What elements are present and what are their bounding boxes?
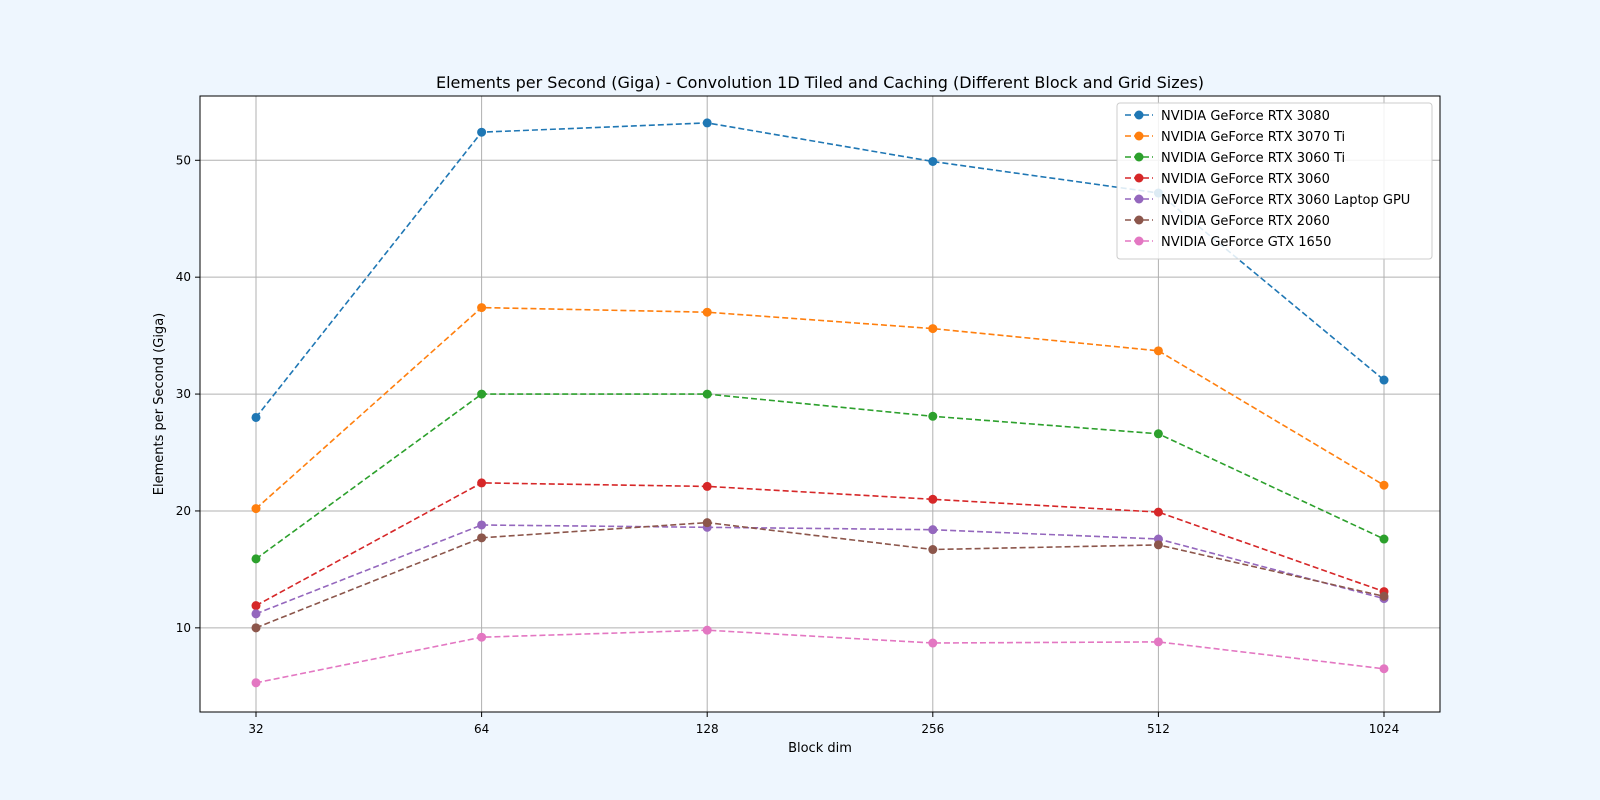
- series-line: [255, 482, 1385, 607]
- data-point: [477, 389, 487, 399]
- legend-label: NVIDIA GeForce RTX 3060: [1161, 172, 1330, 187]
- legend-marker: [1134, 215, 1144, 225]
- data-point: [1379, 664, 1389, 674]
- data-point: [928, 156, 938, 166]
- series-line: [255, 629, 1385, 684]
- data-point: [1153, 429, 1163, 439]
- series-group: [251, 389, 1389, 564]
- x-tick-label: 128: [696, 722, 719, 736]
- y-tick-label: 30: [176, 387, 191, 401]
- data-point: [928, 525, 938, 535]
- y-axis-label: Elements per Second (Giga): [152, 313, 167, 495]
- data-point: [1379, 591, 1389, 601]
- legend-marker: [1134, 131, 1144, 141]
- series-line: [255, 521, 1385, 629]
- legend-item: NVIDIA GeForce GTX 1650: [1125, 235, 1331, 250]
- data-point: [702, 307, 712, 317]
- data-point: [251, 504, 261, 514]
- series-line: [255, 393, 1385, 560]
- series-group: [251, 303, 1389, 514]
- data-point: [928, 494, 938, 504]
- legend-marker: [1134, 173, 1144, 183]
- series-line: [255, 306, 1385, 510]
- chart-title: Elements per Second (Giga) - Convolution…: [436, 73, 1204, 92]
- data-point: [1153, 540, 1163, 550]
- data-point: [928, 638, 938, 648]
- data-point: [1379, 375, 1389, 385]
- data-point: [251, 678, 261, 688]
- data-point: [477, 533, 487, 543]
- data-point: [702, 518, 712, 528]
- legend-item: NVIDIA GeForce RTX 2060: [1125, 214, 1330, 229]
- legend-marker: [1134, 236, 1144, 246]
- series-group: [251, 518, 1389, 633]
- y-tick-label: 10: [176, 621, 191, 635]
- legend-item: NVIDIA GeForce RTX 3060: [1125, 172, 1330, 187]
- legend-box: [1116, 102, 1433, 260]
- data-point: [928, 324, 938, 334]
- data-point: [1379, 534, 1389, 544]
- data-point: [1153, 346, 1163, 356]
- x-tick-label: 256: [921, 722, 944, 736]
- data-point: [251, 609, 261, 619]
- legend-label: NVIDIA GeForce RTX 2060: [1161, 214, 1330, 229]
- data-point: [928, 545, 938, 555]
- legend-marker: [1134, 152, 1144, 162]
- series-group: [251, 625, 1389, 688]
- y-tick-label: 50: [176, 153, 191, 167]
- legend-item: NVIDIA GeForce RTX 3070 Ti: [1125, 130, 1345, 145]
- data-point: [251, 554, 261, 564]
- data-point: [251, 623, 261, 633]
- x-tick-label: 32: [248, 722, 263, 736]
- legend-label: NVIDIA GeForce GTX 1650: [1161, 235, 1331, 250]
- data-point: [702, 389, 712, 399]
- x-tick-label: 64: [474, 722, 489, 736]
- data-point: [702, 481, 712, 491]
- data-point: [928, 411, 938, 421]
- legend-item: NVIDIA GeForce RTX 3060 Ti: [1125, 151, 1345, 166]
- legend-marker: [1134, 194, 1144, 204]
- data-point: [251, 412, 261, 422]
- legend-item: NVIDIA GeForce RTX 3060 Laptop GPU: [1125, 193, 1410, 208]
- data-point: [1153, 507, 1163, 517]
- y-axis-ticks: 10 20 30 40 50: [176, 153, 200, 635]
- x-tick-label: 1024: [1369, 722, 1400, 736]
- x-axis-label: Block dim: [788, 741, 852, 756]
- legend-marker: [1134, 110, 1144, 120]
- plot-frame: [199, 95, 1441, 713]
- legend-label: NVIDIA GeForce RTX 3070 Ti: [1161, 130, 1345, 145]
- data-point: [702, 118, 712, 128]
- legend-item: NVIDIA GeForce RTX 3080: [1125, 109, 1330, 124]
- data-point: [702, 625, 712, 635]
- legend-label: NVIDIA GeForce RTX 3060 Laptop GPU: [1161, 193, 1410, 208]
- legend-label: NVIDIA GeForce RTX 3060 Ti: [1161, 151, 1345, 166]
- x-axis-ticks: 32 64 128 256 512 1024: [248, 712, 1399, 736]
- y-tick-label: 20: [176, 504, 191, 518]
- data-point: [1153, 637, 1163, 647]
- data-point: [251, 601, 261, 611]
- data-point: [477, 478, 487, 488]
- x-tick-label: 512: [1147, 722, 1170, 736]
- series-line: [255, 524, 1385, 615]
- data-point: [477, 303, 487, 313]
- data-point: [477, 632, 487, 642]
- legend-label: NVIDIA GeForce RTX 3080: [1161, 109, 1330, 124]
- data-point: [477, 520, 487, 530]
- data-point: [477, 127, 487, 137]
- data-point: [1379, 480, 1389, 490]
- legend: NVIDIA GeForce RTX 3080 NVIDIA GeForce RT…: [1116, 102, 1433, 260]
- y-tick-label: 40: [176, 270, 191, 284]
